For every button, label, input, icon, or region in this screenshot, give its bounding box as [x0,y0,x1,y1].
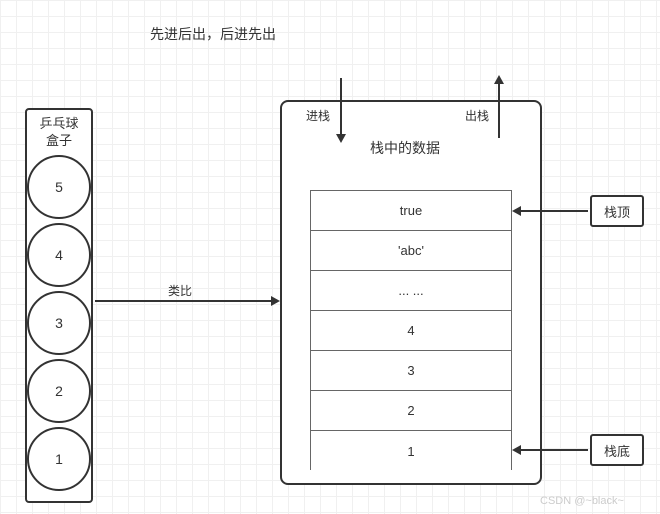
push-arrow-head [336,134,346,143]
stack-cell-3: 4 [311,311,511,351]
stack-cell-0: true [311,191,511,231]
top-arrow-head [512,206,521,216]
diagram-title: 先进后出，后进先出 [150,24,276,44]
ball-3: 3 [27,291,91,355]
ball-1: 1 [27,427,91,491]
stack-cell-4: 3 [311,351,511,391]
stack-cell-6: 1 [311,431,511,471]
ball-4: 4 [27,223,91,287]
watermark: CSDN @~black~ [540,495,624,507]
stack-cell-2: ... ... [311,271,511,311]
pingpong-label-1: 乒乓球 [39,116,78,131]
bottom-arrow-line [520,449,588,451]
top-arrow-line [520,210,588,212]
pop-arrow-head [494,75,504,84]
analogy-arrow-head [271,296,280,306]
stack-cells: true 'abc' ... ... 4 3 2 1 [310,190,512,470]
stack-cell-1: 'abc' [311,231,511,271]
pop-arrow-line [498,82,500,138]
stack-bottom-label: 栈底 [590,434,644,466]
analogy-label: 类比 [168,282,192,299]
pingpong-label: 乒乓球 盒子 [27,116,91,150]
ball-5: 5 [27,155,91,219]
push-label: 进栈 [306,107,330,124]
pingpong-label-2: 盒子 [46,133,72,148]
analogy-arrow-line [95,300,273,302]
bottom-arrow-head [512,445,521,455]
stack-title: 栈中的数据 [370,138,440,158]
pop-label: 出栈 [465,107,489,124]
stack-cell-5: 2 [311,391,511,431]
ball-2: 2 [27,359,91,423]
push-arrow-line [340,78,342,136]
stack-top-label: 栈顶 [590,195,644,227]
